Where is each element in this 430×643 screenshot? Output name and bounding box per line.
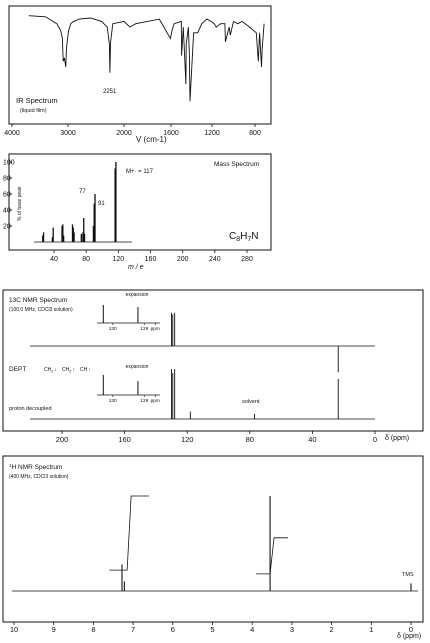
h1-subtitle: (400 MHz, CDCl3 solution): [9, 474, 69, 480]
h1-x-tick-label: 0: [409, 625, 413, 634]
h1-integral-curve: [256, 537, 288, 575]
ms-peak-77-annotation: 77: [79, 189, 86, 195]
ms-title: Mass Spectrum: [214, 161, 259, 168]
ms-y-tick-label: 60: [3, 192, 11, 199]
ms-formula: C8H7N: [229, 231, 259, 243]
ms-y-tick-label: 100: [3, 160, 15, 167]
ms-plot-area: [34, 162, 132, 243]
ms-x-label: m / e: [128, 264, 144, 271]
ms-x-tick-label: 40: [50, 256, 58, 263]
h1-x-tick-label: 10: [10, 625, 18, 634]
carbon-nmr-spectrum: 13C NMR Spectrum (100.0 MHz, CDCl3 solut…: [2, 289, 424, 444]
ir-x-ticks: 4000 3000 2000 1600 1200 800: [4, 124, 261, 137]
h1-tms-label: TMS: [402, 572, 414, 578]
ms-x-tick-label: 280: [241, 256, 253, 263]
ir-plot-area: [28, 15, 265, 102]
ir-title: IR Spectrum: [16, 96, 58, 105]
ir-x-tick-label: 4000: [4, 130, 20, 137]
c13-expansion-tick-label: 130: [109, 326, 117, 332]
proton-nmr-spectrum: 1H NMR Spectrum (400 MHz, CDCl3 solution…: [2, 455, 424, 640]
c13-expansion-inset-upper: expansion 130 129 ppm: [97, 292, 160, 332]
ms-peak-91-annotation: 91: [98, 201, 105, 207]
h1-x-tick-label: 7: [131, 625, 135, 634]
c13-expansion-tick-label: 129: [140, 398, 148, 404]
c13-dept-ch2-label-2: CH2↑: [62, 367, 75, 374]
c13-proton-decoupled-label: proton decoupled: [9, 406, 52, 412]
c13-dept-ch2-label-1: CH2↓: [44, 367, 57, 374]
ir-peak-annotation: 2251: [103, 89, 117, 95]
c13-dept-label: DEPT: [9, 366, 26, 373]
ms-molecular-ion-annotation: M+· = 117: [126, 169, 154, 175]
ir-x-tick-label: 1200: [204, 130, 220, 137]
c13-frame: [2, 289, 424, 432]
ir-subtitle: (liquid film): [20, 108, 47, 114]
c13-dept-ch-label: CH↑: [80, 367, 91, 373]
c13-x-ticks: 200 160 120 80 40 0: [56, 431, 377, 444]
ir-x-tick-label: 3000: [60, 130, 76, 137]
c13-subtitle: (100.0 MHz, CDCl3 solution): [9, 307, 73, 313]
ir-x-tick-label: 2000: [116, 130, 132, 137]
ir-x-tick-label: 1600: [163, 130, 179, 137]
h1-frame: [2, 455, 424, 623]
h1-integral-curve: [109, 495, 149, 571]
h1-x-tick-label: 5: [210, 625, 214, 634]
c13-expansion-label: expansion: [126, 292, 149, 298]
mass-spectrum: 100 80 60 40 20 40 80 120 160 200 240 280 Mass Spe…: [3, 153, 272, 271]
ir-x-label: V (cm-1): [136, 135, 167, 144]
ms-y-tick-label: 20: [3, 224, 11, 231]
h1-x-tick-label: 3: [290, 625, 294, 634]
c13-x-tick-label: 80: [246, 435, 254, 444]
c13-title: 13C NMR Spectrum: [9, 297, 67, 304]
c13-x-tick-label: 0: [373, 435, 377, 444]
h1-x-tick-label: 8: [91, 625, 95, 634]
ir-spectrum: 2251 IR Spectrum (liquid film) 4000 3000 2…: [4, 5, 272, 144]
c13-x-tick-label: 160: [118, 435, 131, 444]
c13-expansion-inset-lower: expansion 130 129 ppm: [97, 364, 160, 404]
c13-x-tick-label: 120: [181, 435, 194, 444]
h1-x-tick-label: 4: [250, 625, 254, 634]
h1-x-label: δ (ppm): [397, 633, 421, 640]
h1-title: 1H NMR Spectrum: [9, 463, 62, 471]
ms-x-tick-label: 120: [112, 256, 124, 263]
ir-frame: [8, 5, 272, 125]
c13-x-tick-label: 200: [56, 435, 69, 444]
h1-x-tick-label: 6: [171, 625, 175, 634]
ms-x-ticks: 40 80 120 160 200 240 280: [50, 250, 253, 263]
h1-x-ticks: 10 9 8 7 6 5 4 3 2 1 0: [10, 622, 413, 634]
c13-expansion-label: expansion: [126, 364, 149, 370]
c13-expansion-tick-label: 130: [109, 398, 117, 404]
ms-y-tick-label: 80: [3, 176, 11, 183]
ms-y-ticks: 100 80 60 40 20: [3, 160, 15, 231]
c13-x-label: δ (ppm): [385, 435, 409, 442]
h1-x-tick-label: 1: [369, 625, 373, 634]
ms-x-tick-label: 200: [177, 256, 189, 263]
ir-spectrum-trace: [28, 15, 265, 102]
c13-plot-area: [30, 312, 375, 420]
c13-x-tick-label: 40: [308, 435, 316, 444]
c13-expansion-tick-label: 129: [140, 326, 148, 332]
ir-x-tick-label: 800: [249, 130, 261, 137]
h1-x-tick-label: 2: [330, 625, 334, 634]
ms-y-tick-label: 40: [3, 208, 11, 215]
ms-x-tick-label: 80: [82, 256, 90, 263]
c13-expansion-tick-label: ppm: [151, 399, 160, 404]
ms-frame: [8, 153, 272, 251]
c13-solvent-label: solvent: [242, 399, 260, 405]
h1-plot-area: [12, 495, 418, 592]
ms-x-tick-label: 160: [145, 256, 157, 263]
c13-expansion-tick-label: ppm: [151, 327, 160, 332]
h1-x-tick-label: 9: [52, 625, 56, 634]
ms-x-tick-label: 240: [209, 256, 221, 263]
ms-y-label: % of base peak: [17, 186, 23, 221]
